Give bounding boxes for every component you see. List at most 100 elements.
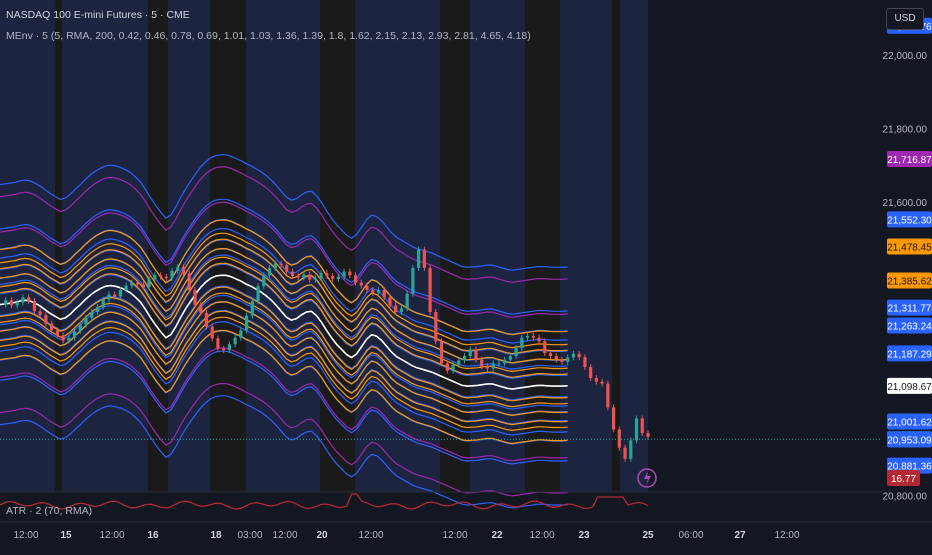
envelope-lower-7	[0, 310, 568, 426]
candle-body	[434, 311, 438, 342]
candle-body	[371, 289, 375, 293]
candle-body	[451, 364, 455, 371]
envelope-upper-14	[0, 154, 568, 271]
time-axis[interactable]	[0, 522, 932, 550]
candle-body	[164, 276, 168, 279]
price-label-box	[887, 345, 932, 362]
envelope-lower-5	[0, 301, 568, 417]
candle-body	[107, 294, 111, 300]
candle-body	[55, 330, 59, 336]
off-session-band	[440, 0, 470, 492]
candle-body	[503, 359, 507, 364]
candle-body	[136, 282, 140, 285]
candle-body	[181, 267, 186, 274]
envelope-upper-12	[0, 198, 568, 315]
atr-value-label: 16.77	[891, 474, 916, 485]
envelope-lower-9	[0, 316, 568, 432]
candle-body	[606, 383, 610, 408]
price-label: 21,001.62	[887, 418, 932, 429]
candle-body	[617, 429, 621, 448]
x-tick-label: 12:00	[99, 530, 124, 541]
candle-body	[302, 274, 306, 278]
price-label: 20,881.36	[887, 462, 932, 473]
session-band	[246, 0, 320, 492]
candle-body	[250, 300, 254, 316]
candle-body	[296, 276, 300, 278]
candle-body	[577, 353, 581, 358]
candle-body	[279, 263, 283, 266]
price-label: 21,552.30	[887, 215, 932, 226]
x-tick-label: 15	[60, 530, 72, 541]
lightning-badge-icon[interactable]	[637, 468, 657, 488]
x-tick-label: 22	[491, 530, 503, 541]
candle-body	[376, 289, 381, 293]
envelope-upper-13	[0, 201, 568, 318]
candle-body	[90, 311, 94, 318]
indicator-label[interactable]: MEnv · 5 (5, RMA, 200, 0.42, 0.46, 0.78,…	[6, 30, 531, 42]
candle-body	[153, 275, 157, 279]
candle-body	[233, 337, 237, 345]
envelope-upper-1	[0, 262, 568, 378]
x-tick-label: 27	[734, 530, 746, 541]
candle-body	[336, 276, 340, 279]
candle-body	[331, 276, 335, 279]
price-label-box	[887, 317, 932, 334]
candle-body	[474, 349, 478, 360]
price-label-box	[887, 457, 932, 474]
candle-body	[61, 335, 65, 341]
x-tick-label: 25	[642, 530, 654, 541]
atr-indicator-label[interactable]: ATR · 2 (70, RMA)	[6, 505, 93, 517]
candle-body	[113, 294, 117, 297]
envelope-lower-8	[0, 321, 568, 436]
candle-body	[629, 440, 633, 459]
candle-body	[285, 265, 289, 272]
candle-body	[508, 356, 512, 360]
candle-body	[445, 363, 449, 371]
symbol-title[interactable]: NASDAQ 100 E-mini Futures · 5 · CME	[6, 9, 190, 21]
candle-body	[394, 305, 398, 312]
candle-body	[525, 335, 530, 338]
candle-body	[72, 331, 77, 338]
atr-line	[0, 493, 649, 510]
price-label-box	[887, 238, 932, 255]
candle-body	[193, 289, 197, 305]
candle-body	[210, 326, 214, 339]
session-band	[560, 0, 612, 492]
candle-body	[342, 271, 346, 277]
candle-body	[554, 356, 558, 360]
candle-body	[382, 289, 386, 298]
envelope-upper-7	[0, 238, 568, 355]
envelope-upper-15	[0, 166, 568, 283]
y-tick-label: 22,000.00	[883, 51, 928, 62]
price-label-box	[887, 299, 932, 316]
price-label-box	[887, 431, 932, 448]
candle-body	[497, 363, 501, 365]
x-tick-label: 18	[210, 530, 222, 541]
envelope-upper-5	[0, 248, 568, 364]
envelope-upper-9	[0, 232, 568, 349]
x-tick-label: 12:00	[442, 530, 467, 541]
currency-button[interactable]: USD	[886, 8, 924, 30]
candle-body	[222, 348, 226, 351]
candle-body	[543, 341, 547, 354]
x-tick-label: 12:00	[13, 530, 38, 541]
envelope-lower-0	[0, 285, 568, 401]
candle-body	[480, 359, 484, 367]
candle-body	[399, 308, 404, 312]
candle-body	[124, 285, 128, 290]
candle-body	[611, 407, 616, 430]
x-tick-label: 20	[316, 530, 328, 541]
session-band	[620, 0, 648, 492]
envelope-upper-2	[0, 254, 568, 370]
candle-body	[417, 249, 421, 268]
price-label-box	[887, 150, 932, 167]
candle-body	[32, 300, 37, 312]
lightning-bolt-icon	[644, 471, 651, 485]
envelope-lower-3	[0, 292, 568, 408]
candle-body	[176, 267, 180, 271]
candle-body	[147, 278, 151, 288]
y-tick-label: 21,800.00	[883, 124, 928, 135]
candle-body	[422, 249, 426, 268]
